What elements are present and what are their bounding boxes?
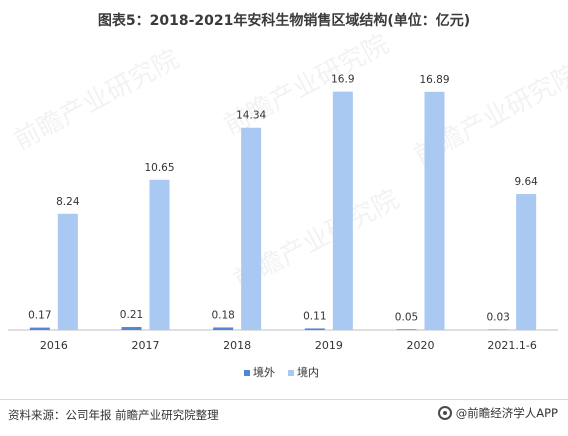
bar-domestic	[516, 194, 537, 330]
bar-domestic	[241, 127, 262, 330]
brand-label: @前瞻经济学人APP	[455, 406, 558, 420]
x-tick-label: 2020	[407, 339, 435, 352]
legend-swatch	[244, 370, 250, 376]
data-label: 0.17	[28, 310, 51, 322]
brand-logo-icon	[437, 406, 452, 420]
x-tick-label: 2021.1-6	[487, 339, 536, 352]
legend-label: 境内	[297, 365, 319, 379]
bar-domestic	[149, 179, 170, 330]
data-label: 0.03	[486, 312, 509, 324]
bar-domestic	[332, 91, 353, 330]
bar-overseas	[304, 328, 325, 330]
chart-title: 图表5：2018-2021年安科生物销售区域结构(单位：亿元)	[97, 13, 471, 29]
legend-label: 境外	[253, 365, 275, 379]
data-label: 0.18	[211, 309, 234, 321]
data-label: 10.65	[144, 162, 174, 174]
data-label: 9.64	[514, 176, 538, 188]
brand-credit: @前瞻经济学人APP	[437, 405, 558, 421]
data-label: 16.9	[331, 74, 354, 86]
footer-divider	[0, 399, 568, 400]
data-label: 0.11	[303, 310, 326, 322]
source-note: 资料来源：公司年报 前瞻产业研究院整理	[8, 408, 219, 422]
x-tick-label: 2019	[315, 339, 343, 352]
bar-domestic	[424, 91, 445, 331]
data-label: 14.34	[236, 110, 266, 122]
data-label: 0.21	[120, 309, 143, 321]
legend-swatch	[288, 370, 294, 376]
data-label: 16.89	[419, 74, 449, 86]
bar-overseas	[121, 327, 142, 330]
x-tick-label: 2017	[132, 339, 160, 352]
data-label: 8.24	[56, 196, 80, 208]
bar-overseas	[396, 329, 417, 330]
bar-domestic	[57, 213, 78, 330]
bar-overseas	[29, 327, 50, 330]
x-tick-label: 2016	[40, 339, 68, 352]
watermark-text: 前瞻产业研究院	[219, 29, 394, 141]
x-tick-label: 2018	[223, 339, 251, 352]
data-label: 0.05	[395, 311, 418, 323]
watermark-text: 前瞻产业研究院	[9, 44, 184, 156]
bar-overseas	[213, 327, 234, 330]
